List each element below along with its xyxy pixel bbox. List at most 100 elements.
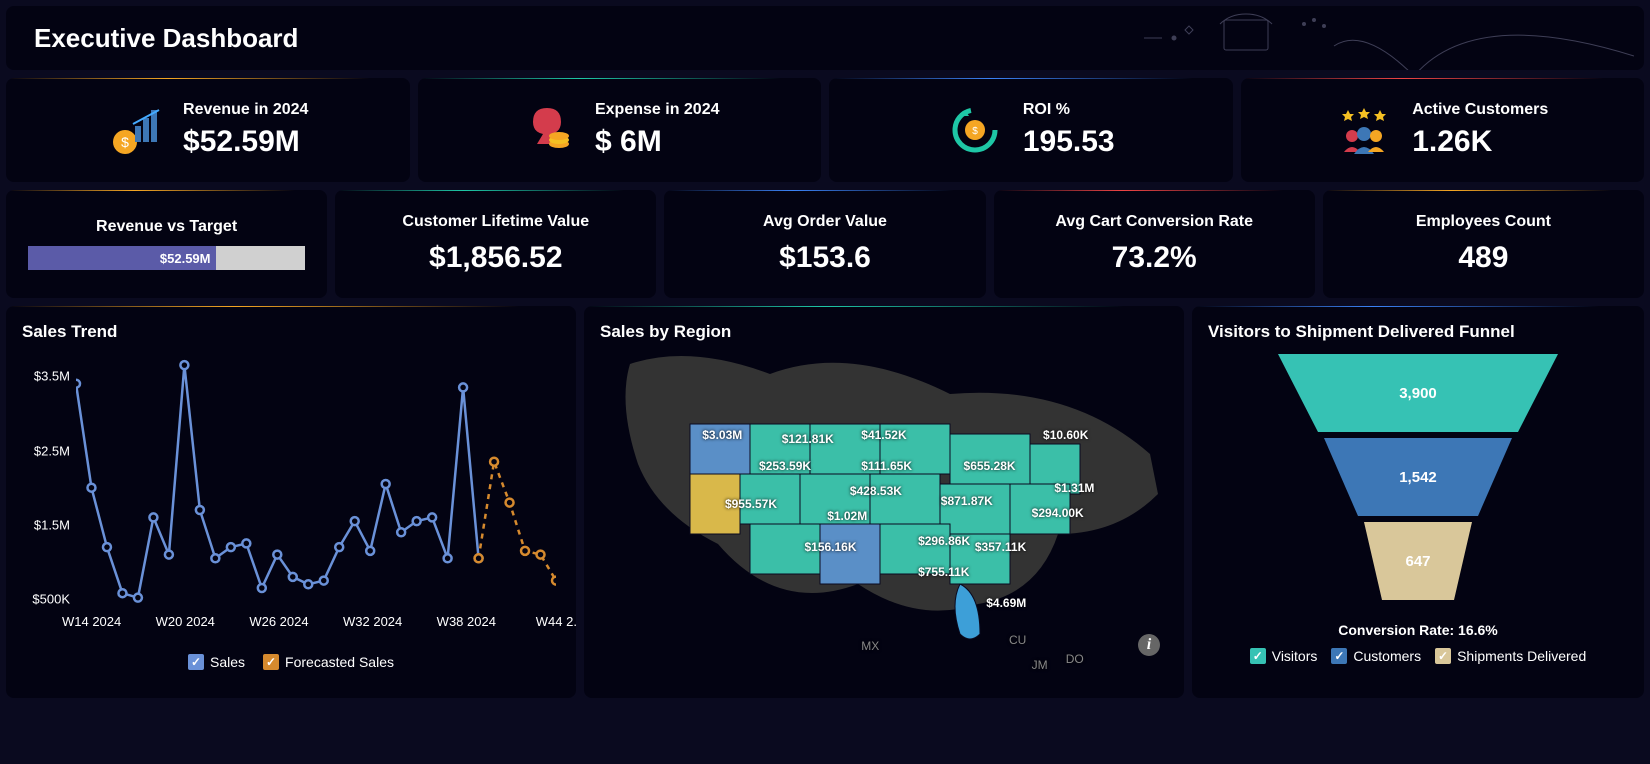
legend-label: Sales <box>210 654 245 670</box>
funnel-stage-value: 647 <box>1405 553 1430 570</box>
kpi-value: $ 6M <box>595 125 720 159</box>
legend-item[interactable]: ✓ Forecasted Sales <box>263 654 394 670</box>
funnel-stage-value: 3,900 <box>1399 385 1437 402</box>
kpi-value: 195.53 <box>1023 125 1115 159</box>
funnel-legend: ✓ Visitors ✓ Customers ✓ Shipments Delivered <box>1250 648 1587 664</box>
map-value-label: $296.86K <box>918 534 970 548</box>
y-tick-label: $1.5M <box>34 517 70 532</box>
legend-checkbox-icon: ✓ <box>188 654 204 670</box>
kpi-label: Active Customers <box>1412 101 1548 119</box>
kpi-label: ROI % <box>1023 101 1115 119</box>
sales-trend-body: $500K $1.5M $2.5M $3.5M W14 2024 W20 2024 W26… <box>22 354 560 684</box>
legend-label: Shipments Delivered <box>1457 648 1586 664</box>
legend-item[interactable]: ✓ Visitors <box>1250 648 1318 664</box>
y-tick-label: $3.5M <box>34 369 70 384</box>
metric-label: Revenue vs Target <box>18 218 315 236</box>
sales-trend-plot <box>76 354 556 614</box>
map-value-label: $428.53K <box>850 484 902 498</box>
metric-card-0[interactable]: Revenue vs Target $52.59M <box>6 190 327 298</box>
legend-label: Visitors <box>1272 648 1318 664</box>
kpi-row: $ Revenue in 2024 $52.59M Expense in 202… <box>6 78 1644 182</box>
map-value-label: CU <box>1009 633 1026 647</box>
metric-value: 73.2% <box>1006 241 1303 275</box>
funnel-chart[interactable]: 3,900 1,542 647 <box>1268 354 1568 614</box>
map-value-label: $655.28K <box>964 459 1016 473</box>
svg-text:$: $ <box>121 134 129 150</box>
svg-text:$: $ <box>972 126 978 137</box>
kpi-card-3[interactable]: Active Customers 1.26K <box>1241 78 1645 182</box>
map-value-label: $121.81K <box>782 432 834 446</box>
x-tick-label: W26 2024 <box>249 614 308 629</box>
metric-card-1[interactable]: Customer Lifetime Value$1,856.52 <box>335 190 656 298</box>
sales-trend-legend: ✓ Sales ✓ Forecasted Sales <box>22 654 560 670</box>
map-value-label: $156.16K <box>804 540 856 554</box>
metric-label: Avg Order Value <box>676 213 973 231</box>
legend-checkbox-icon: ✓ <box>1331 648 1347 664</box>
sales-trend-x-axis: W14 2024W20 2024W26 2024W32 2024W38 2024… <box>76 614 560 644</box>
kpi-card-0[interactable]: $ Revenue in 2024 $52.59M <box>6 78 410 182</box>
x-tick-label: W38 2024 <box>437 614 496 629</box>
customers-icon <box>1336 102 1392 158</box>
y-tick-label: $500K <box>32 592 70 607</box>
map-value-label: $755.11K <box>918 565 969 579</box>
kpi-label: Revenue in 2024 <box>183 101 308 119</box>
metric-label: Customer Lifetime Value <box>347 213 644 231</box>
legend-item[interactable]: ✓ Customers <box>1331 648 1421 664</box>
map-value-label: DO <box>1066 652 1084 666</box>
map-value-label: $357.11K <box>975 540 1026 554</box>
metric-label: Employees Count <box>1335 213 1632 231</box>
map-value-label: $3.03M <box>702 428 742 442</box>
sales-trend-title: Sales Trend <box>22 322 560 342</box>
legend-checkbox-icon: ✓ <box>1250 648 1266 664</box>
kpi-label: Expense in 2024 <box>595 101 720 119</box>
x-tick-label: W14 2024 <box>62 614 121 629</box>
legend-label: Forecasted Sales <box>285 654 394 670</box>
funnel-card: Visitors to Shipment Delivered Funnel 3,… <box>1192 306 1644 698</box>
legend-label: Customers <box>1353 648 1421 664</box>
map-value-label: JM <box>1032 658 1048 672</box>
legend-checkbox-icon: ✓ <box>263 654 279 670</box>
x-tick-label: W20 2024 <box>156 614 215 629</box>
kpi-value: 1.26K <box>1412 125 1548 159</box>
funnel-conversion-rate: Conversion Rate: 16.6% <box>1338 622 1498 638</box>
sales-trend-card: Sales Trend $500K $1.5M $2.5M $3.5M W14 202… <box>6 306 576 698</box>
roi-icon: $ <box>947 102 1003 158</box>
sales-trend-y-axis: $500K $1.5M $2.5M $3.5M <box>22 354 76 614</box>
metric-card-4[interactable]: Employees Count 489 <box>1323 190 1644 298</box>
metric-card-3[interactable]: Avg Cart Conversion Rate73.2% <box>994 190 1315 298</box>
sales-region-title: Sales by Region <box>600 322 1168 342</box>
legend-item[interactable]: ✓ Shipments Delivered <box>1435 648 1586 664</box>
map-value-label: $1.02M <box>827 509 867 523</box>
expense-icon <box>519 102 575 158</box>
map-value-label: $294.00K <box>1032 506 1084 520</box>
kpi-card-2[interactable]: $ ROI % 195.53 <box>829 78 1233 182</box>
map-value-label: $4.69M <box>986 596 1026 610</box>
y-tick-label: $2.5M <box>34 443 70 458</box>
sales-trend-chart[interactable]: $500K $1.5M $2.5M $3.5M W14 2024 W20 2024 W26… <box>22 354 560 644</box>
funnel-body: 3,900 1,542 647 Conversion Rate: 16.6% ✓ Vi… <box>1208 354 1628 664</box>
info-icon[interactable]: i <box>1138 634 1160 656</box>
metric-value: $153.6 <box>676 241 973 275</box>
kpi-value: $52.59M <box>183 125 308 159</box>
sales-region-card: Sales by Region <box>584 306 1184 698</box>
header-decoration <box>1134 6 1634 70</box>
funnel-title: Visitors to Shipment Delivered Funnel <box>1208 322 1628 342</box>
x-tick-label: W44 2... <box>536 614 576 629</box>
map-value-label: $10.60K <box>1043 428 1088 442</box>
map-value-label: $253.59K <box>759 459 811 473</box>
metric-value: 489 <box>1335 241 1632 275</box>
map-value-label: $1.31M <box>1054 481 1094 495</box>
revenue-vs-target-bar: $52.59M <box>28 246 305 270</box>
map-value-label: $955.57K <box>725 497 777 511</box>
map-value-label: $871.87K <box>941 494 993 508</box>
metric-card-2[interactable]: Avg Order Value $153.6 <box>664 190 985 298</box>
x-tick-label: W32 2024 <box>343 614 402 629</box>
legend-item[interactable]: ✓ Sales <box>188 654 245 670</box>
dashboard-header: Executive Dashboard <box>6 6 1644 70</box>
sales-region-map[interactable]: $3.03M$121.81K$41.52K$10.60K$253.59K$111… <box>600 354 1168 664</box>
legend-checkbox-icon: ✓ <box>1435 648 1451 664</box>
map-value-label: MX <box>861 639 879 653</box>
metric-row: Revenue vs Target $52.59M Customer Lifet… <box>6 190 1644 298</box>
kpi-card-1[interactable]: Expense in 2024 $ 6M <box>418 78 822 182</box>
funnel-stage-value: 1,542 <box>1399 469 1437 486</box>
